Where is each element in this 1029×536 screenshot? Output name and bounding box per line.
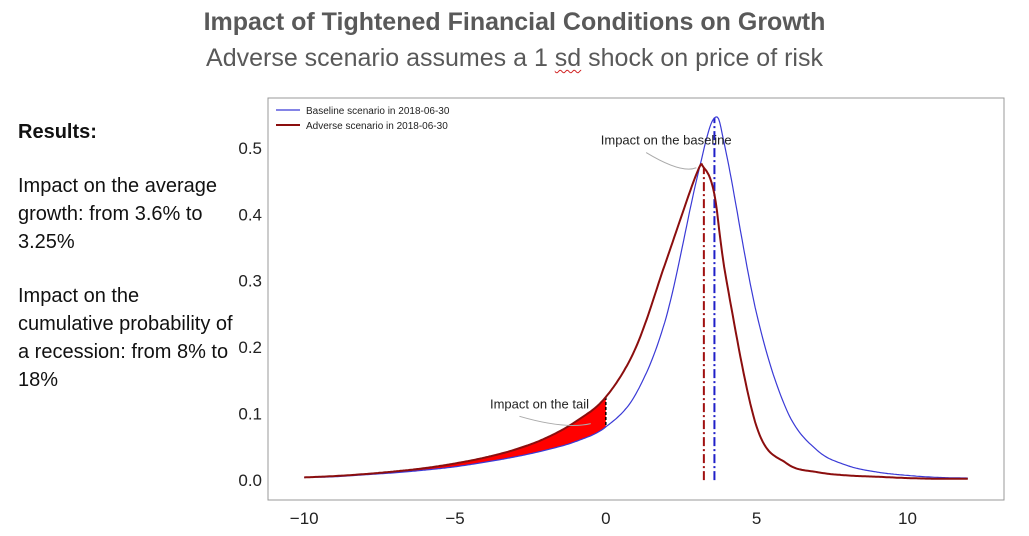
x-tick-label: 10 xyxy=(898,509,917,528)
x-tick-label: 0 xyxy=(601,509,610,528)
y-tick-label: 0.2 xyxy=(238,338,262,357)
results-panel: Results: Impact on the average growth: f… xyxy=(18,118,233,420)
results-label: Results: xyxy=(18,121,97,143)
annotation-label: Impact on the tail xyxy=(490,396,589,411)
annotation-connector xyxy=(519,415,591,426)
legend: Baseline scenario in 2018-06-30 Adverse s… xyxy=(276,106,450,132)
mean-lines xyxy=(702,117,716,481)
baseline-curve xyxy=(304,116,968,479)
subtitle-pre: Adverse scenario assumes a 1 xyxy=(206,44,555,72)
chart-title: Impact of Tightened Financial Conditions… xyxy=(203,8,826,36)
x-tick-label: −5 xyxy=(445,509,464,528)
axis-ticks: −10 −5 0 5 10 0.0 0.1 0.2 0.3 0.4 0.5 xyxy=(238,139,917,528)
y-tick-label: 0.0 xyxy=(238,471,262,490)
series-lines xyxy=(304,116,968,480)
annotation-label: Impact on the baseline xyxy=(601,133,732,148)
x-tick-label: −10 xyxy=(290,509,319,528)
annotation-connector xyxy=(645,152,697,170)
legend-label: Baseline scenario in 2018-06-30 xyxy=(306,106,450,117)
y-tick-label: 0.3 xyxy=(238,272,262,291)
y-tick-label: 0.5 xyxy=(238,139,262,158)
annotations: Impact on the baseline Impact on the tail xyxy=(490,133,732,426)
results-recession-text: Impact on the cumulative probability of … xyxy=(18,285,233,391)
y-tick-label: 0.1 xyxy=(238,405,262,424)
legend-label: Adverse scenario in 2018-06-30 xyxy=(306,121,448,132)
results-growth-text: Impact on the average growth: from 3.6% … xyxy=(18,175,218,253)
plot-frame xyxy=(267,97,1005,501)
subtitle-post: shock on price of risk xyxy=(581,44,823,72)
y-tick-label: 0.4 xyxy=(238,205,262,224)
subtitle-sd: sd xyxy=(554,44,582,72)
chart-subtitle: Adverse scenario assumes a 1 sd shock on… xyxy=(0,44,1029,73)
adverse-curve xyxy=(304,163,968,480)
x-tick-label: 5 xyxy=(752,509,761,528)
